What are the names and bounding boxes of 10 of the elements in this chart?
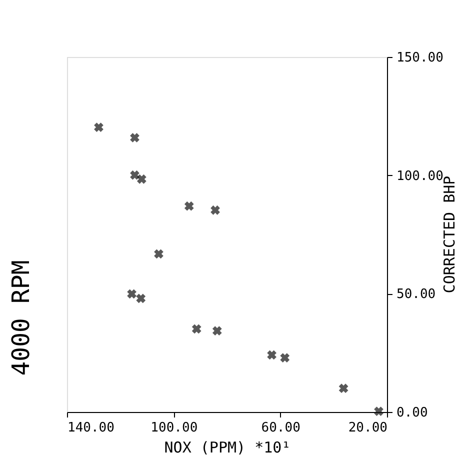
x-tick-label: 20.00 [348, 420, 388, 436]
x-tick-label: 140.00 [68, 420, 114, 436]
y-tick-label: 150.00 [396, 50, 444, 66]
y-tick-label: 0.00 [396, 406, 428, 420]
y-tick-label: 100.00 [396, 168, 444, 184]
y-tick-label: 50.00 [396, 287, 436, 302]
x-axis-title: NOX (PPM) *10¹ [164, 438, 291, 456]
x-tick-label: 60.00 [261, 420, 300, 436]
text: 4000 RPM [7, 260, 35, 376]
x-tick-label: 100.00 [150, 420, 198, 436]
